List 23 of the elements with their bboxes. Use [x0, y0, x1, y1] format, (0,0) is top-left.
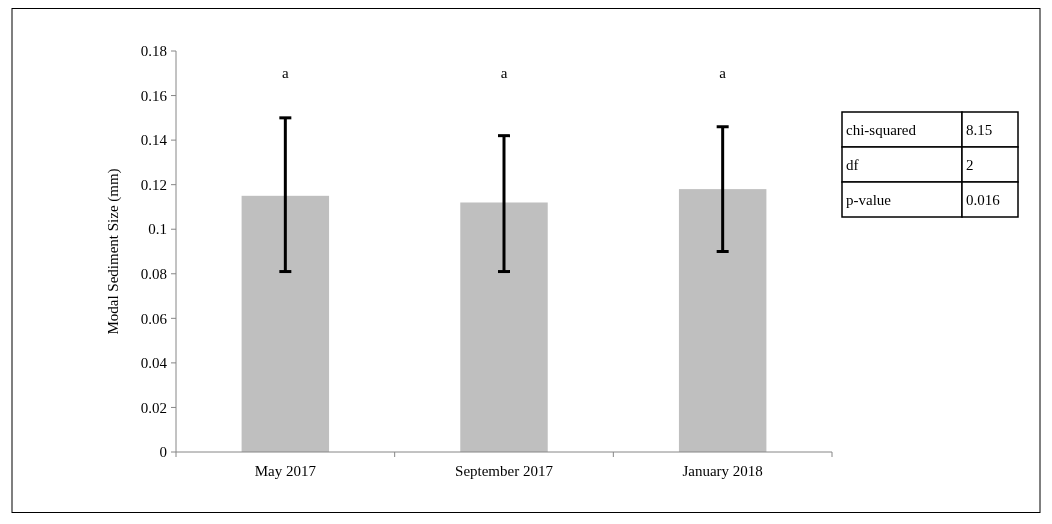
text: 2 [966, 156, 974, 173]
y-tick-label: 0.18 [140, 43, 167, 60]
annotation: a [282, 65, 289, 82]
text: 0.016 [966, 191, 1001, 208]
y-tick-label: 0.16 [140, 87, 168, 104]
text: 8.15 [966, 121, 993, 138]
y-axis-title: Modal Sediment Size (mm) [105, 168, 122, 335]
y-tick-label: 0.14 [140, 132, 168, 149]
y-tick-label: 0 [159, 444, 167, 461]
text: df [846, 156, 859, 173]
y-tick-label: 0.12 [140, 176, 167, 193]
y-tick-label: 0.02 [140, 399, 167, 416]
annotation: a [719, 65, 727, 82]
text: chi-squared [846, 121, 917, 138]
y-tick-label: 0.06 [140, 310, 168, 327]
annotation: a [500, 65, 508, 82]
x-tick-label: May 2017 [254, 463, 317, 479]
y-tick-label: 0.1 [148, 221, 167, 238]
y-tick-label: 0.04 [140, 355, 168, 372]
x-tick-label: September 2017 [455, 463, 554, 479]
text: p-value [846, 191, 892, 208]
y-tick-label: 0.08 [140, 266, 167, 283]
x-tick-label: January 2018 [682, 463, 763, 479]
